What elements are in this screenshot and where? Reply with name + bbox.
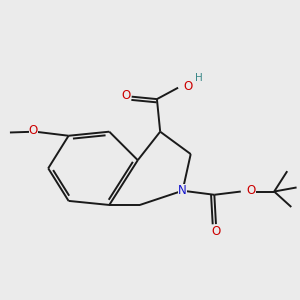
Text: O: O <box>183 80 192 93</box>
Text: O: O <box>247 184 256 197</box>
Text: O: O <box>121 89 130 102</box>
Text: N: N <box>178 184 187 197</box>
Text: O: O <box>28 124 38 137</box>
Text: O: O <box>211 225 220 238</box>
Text: H: H <box>195 73 203 82</box>
